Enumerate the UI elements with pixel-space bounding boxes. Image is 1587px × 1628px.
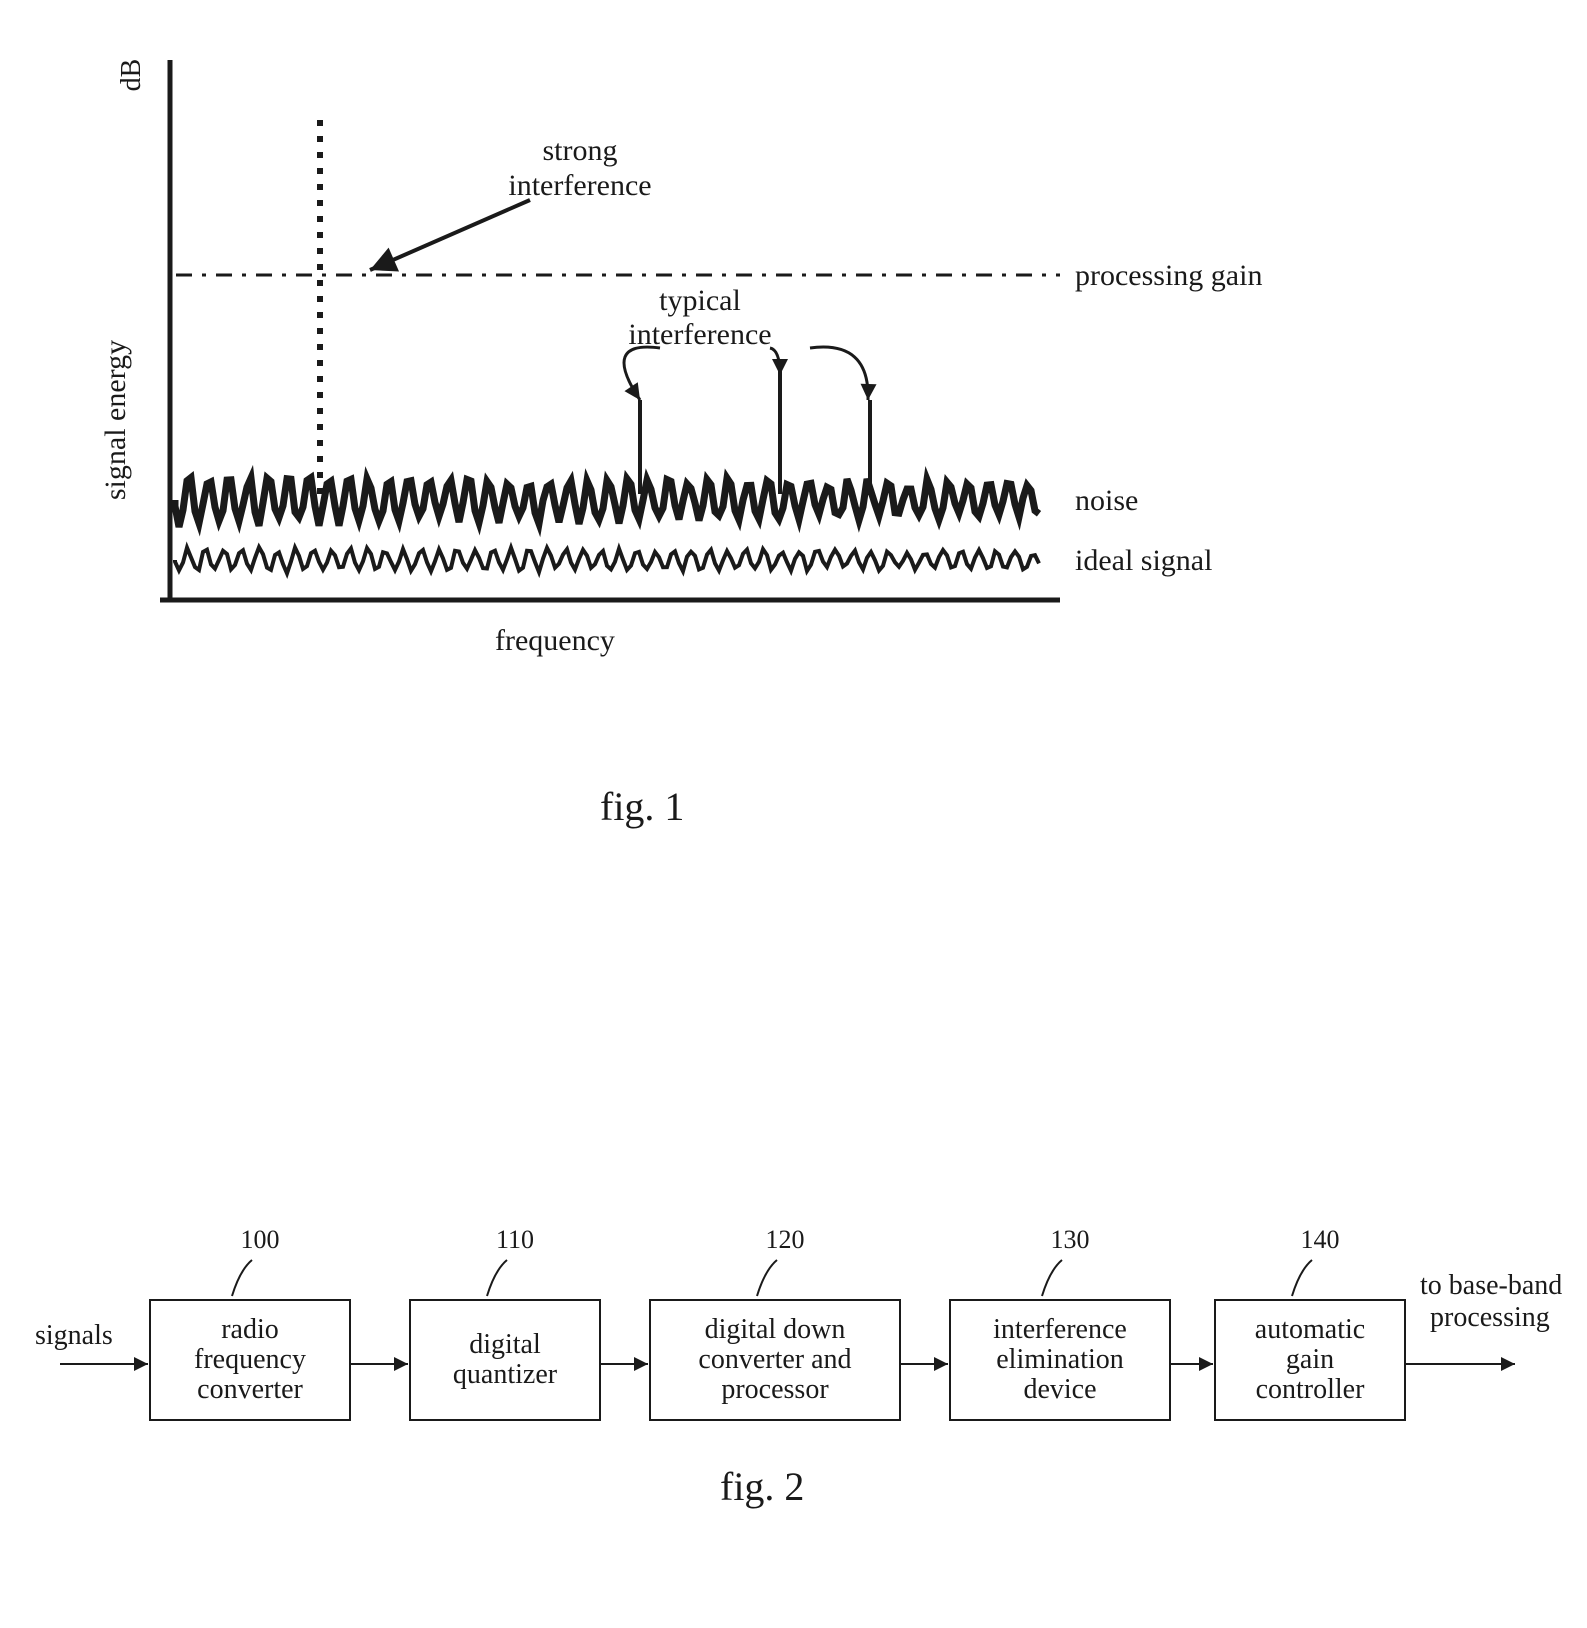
fig1-strong-label1: strong xyxy=(543,134,618,167)
fig2-ref-leader-0 xyxy=(232,1260,252,1296)
fig2-box-4-line-1: gain xyxy=(1286,1344,1334,1375)
fig2-box-2-line-2: processor xyxy=(721,1374,829,1405)
fig2-box-4-line-0: automatic xyxy=(1255,1314,1365,1345)
fig2-box-2-line-0: digital down xyxy=(705,1314,846,1345)
fig2-ref-4: 140 xyxy=(1301,1225,1340,1254)
fig2-ref-3: 130 xyxy=(1051,1225,1090,1254)
fig1-caption: fig. 1 xyxy=(600,784,684,829)
fig2-box-3-line-2: device xyxy=(1023,1374,1096,1405)
fig2-ref-leader-1 xyxy=(487,1260,507,1296)
fig2-ref-1: 110 xyxy=(496,1225,534,1254)
fig2-ref-0: 100 xyxy=(241,1225,280,1254)
fig2-box-3-line-0: interference xyxy=(993,1314,1127,1345)
fig2-box-0-line-0: radio xyxy=(221,1314,279,1345)
fig1-noise-label: noise xyxy=(1075,484,1138,517)
fig1-ideal-signal-wave xyxy=(175,547,1039,573)
fig2-box-3-line-1: elimination xyxy=(996,1344,1124,1375)
fig2-input-label: signals xyxy=(35,1320,113,1351)
fig1-typical-arrow-2 xyxy=(810,347,868,400)
fig1-strong-arrow-line xyxy=(370,200,530,270)
fig1-strong-label2: interference xyxy=(508,169,651,202)
fig2-ref-leader-4 xyxy=(1292,1260,1312,1296)
fig1-typical-label1: typical xyxy=(659,284,741,317)
fig2-box-0-line-2: converter xyxy=(197,1374,303,1405)
fig2-ref-leader-2 xyxy=(757,1260,777,1296)
fig2-ref-2: 120 xyxy=(766,1225,805,1254)
page: signal energy dB frequency processing gain s… xyxy=(0,0,1587,1628)
fig1-processing-gain-label: processing gain xyxy=(1075,259,1262,292)
fig2-box-4-line-2: controller xyxy=(1256,1374,1366,1405)
fig1-x-label: frequency xyxy=(495,624,615,657)
fig2-box-2-line-1: converter and xyxy=(698,1344,851,1375)
fig2-box-0-line-1: frequency xyxy=(194,1344,306,1375)
fig2-caption: fig. 2 xyxy=(720,1464,804,1509)
fig2-output-label1: to base-band xyxy=(1420,1270,1562,1301)
fig1-ideal-signal-label: ideal signal xyxy=(1075,544,1212,577)
figures-svg: signal energy dB frequency processing gain s… xyxy=(0,0,1587,1628)
fig1-noise-wave xyxy=(175,478,1039,527)
fig2-box-1-line-1: quantizer xyxy=(453,1359,558,1390)
fig1-y-unit: dB xyxy=(116,59,147,92)
fig2-box-1-line-0: digital xyxy=(469,1329,541,1360)
fig2-ref-leader-3 xyxy=(1042,1260,1062,1296)
fig1-y-label: signal energy xyxy=(99,340,132,500)
fig2-output-label2: processing xyxy=(1430,1302,1550,1333)
